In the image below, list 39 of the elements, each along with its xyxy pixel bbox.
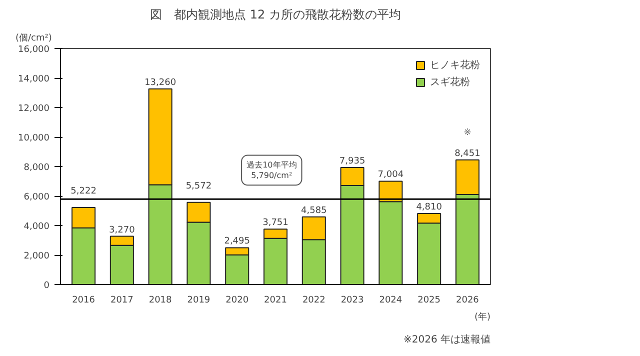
x-tick-label: 2023 <box>340 296 364 306</box>
x-tick-label: 2017 <box>110 296 134 306</box>
x-tick-label: 2018 <box>148 296 172 306</box>
x-tick-label: 2021 <box>264 296 287 306</box>
total-label: 8,451 <box>454 148 480 159</box>
total-label: 2,495 <box>224 236 250 247</box>
total-label: 5,222 <box>70 186 96 196</box>
legend-label: スギ花粉 <box>430 76 470 89</box>
x-tick-label: 2019 <box>187 296 210 306</box>
y-axis-title: (個/cm²) <box>16 32 52 44</box>
x-tick-label: 2020 <box>226 296 249 306</box>
ref-line-label: 過去10年平均 5,790/cm² <box>246 160 297 180</box>
x-tick-label: 2026 <box>456 296 480 306</box>
total-label: 3,751 <box>262 218 288 228</box>
legend-label: ヒノキ花粉 <box>430 58 480 72</box>
total-label: 4,585 <box>301 206 327 216</box>
total-label: 3,270 <box>109 225 136 236</box>
y-tick-label: 14,000 <box>18 74 50 84</box>
x-tick-label: 2022 <box>302 296 326 306</box>
total-label: 4,810 <box>416 202 442 213</box>
y-tick-label: 8,000 <box>24 163 50 173</box>
y-tick-label: 10,000 <box>18 134 50 144</box>
y-tick-label: 12,000 <box>18 104 50 114</box>
x-tick-label: 2025 <box>418 296 441 306</box>
x-axis-title: (年) <box>474 312 491 322</box>
total-label: 7,004 <box>378 170 404 180</box>
y-tick-label: 0 <box>44 281 50 291</box>
y-tick-label: 16,000 <box>18 45 50 55</box>
x-tick-label: 2016 <box>72 296 96 306</box>
y-tick-label: 6,000 <box>24 192 50 202</box>
y-tick-label: 2,000 <box>24 252 50 262</box>
total-label: 7,935 <box>339 156 366 166</box>
total-label: 13,260 <box>144 78 176 88</box>
annotation: ※ <box>464 128 472 138</box>
y-tick-label: 4,000 <box>24 222 50 232</box>
text: ※2026 年は速報値 <box>403 334 491 346</box>
chart-title: 図 都内観測地点 12 カ所の飛散花粉数の平均 <box>150 8 401 22</box>
x-tick-label: 2024 <box>379 296 402 306</box>
total-label: 5,572 <box>186 181 212 192</box>
